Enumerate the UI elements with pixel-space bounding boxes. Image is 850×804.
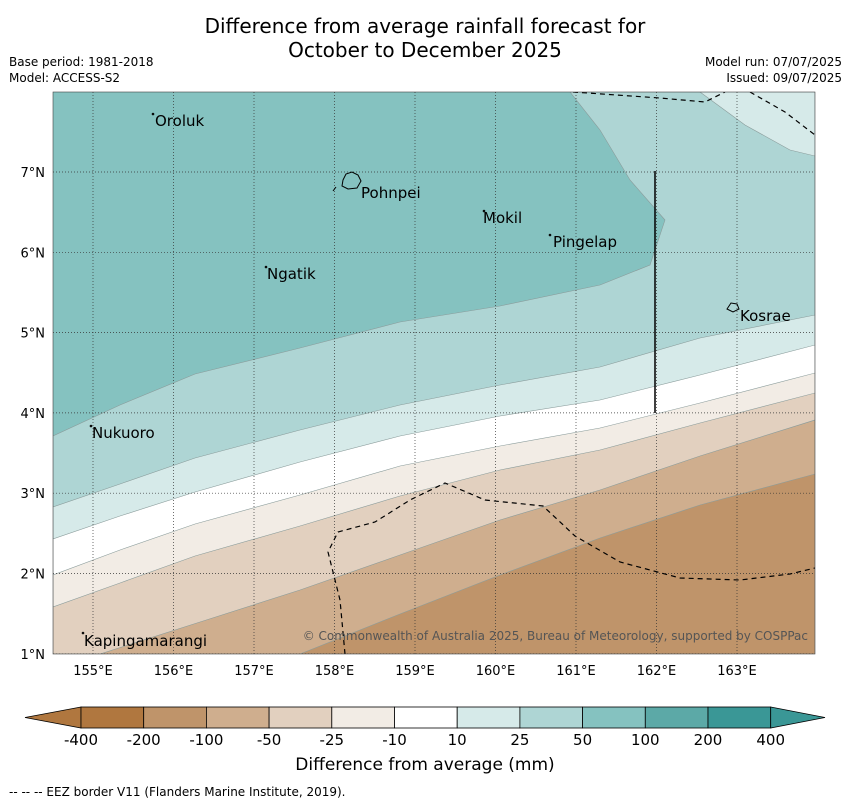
colorbar-tick-label: 25 xyxy=(510,731,529,749)
colorbar-segment xyxy=(268,706,333,729)
label-kapingamarangi: Kapingamarangi xyxy=(84,632,207,650)
colorbar-segment xyxy=(582,706,646,729)
eez-note: -- -- -- EEZ border V11 (Flanders Marine… xyxy=(9,785,346,799)
ant-atoll xyxy=(332,186,337,192)
colorbar-tick-label: 100 xyxy=(631,731,660,749)
label-nukuoro: Nukuoro xyxy=(92,424,155,442)
colorbar-left-arrow xyxy=(24,706,82,729)
label-oroluk: Oroluk xyxy=(155,112,204,130)
longitude-tick-label: 160°E xyxy=(476,664,516,679)
model-run: Model run: 07/07/2025 xyxy=(704,55,842,69)
colorbar-tick-label: -100 xyxy=(189,731,223,749)
kosrae-island xyxy=(726,302,740,313)
meta-left: Base period: 1981-2018 Model: ACCESS-S2 xyxy=(9,54,154,86)
colorbar-segment xyxy=(394,706,458,729)
longitude-tick-label: 162°E xyxy=(637,664,677,679)
pohnpei-island xyxy=(341,171,362,190)
issued-date: Issued: 09/07/2025 xyxy=(726,71,842,85)
latitude-tick-label: 2°N xyxy=(21,568,46,583)
mokil-atoll xyxy=(482,209,486,213)
longitude-tick-label: 157°E xyxy=(234,664,274,679)
colorbar-right-arrow xyxy=(770,706,826,729)
latitude-labels: 7°N 6°N 5°N 4°N 3°N 2°N 1°N xyxy=(21,166,46,663)
colorbar-segment xyxy=(644,706,709,729)
latitude-tick-label: 4°N xyxy=(21,407,46,422)
latitude-tick-label: 5°N xyxy=(21,327,46,342)
longitude-tick-label: 163°E xyxy=(717,664,757,679)
label-kosrae: Kosrae xyxy=(740,307,791,325)
model-name: Model: ACCESS-S2 xyxy=(9,71,121,85)
colorbar-segment xyxy=(456,706,521,729)
colorbar-tick-label: -200 xyxy=(127,731,161,749)
colorbar-segment xyxy=(519,706,584,729)
latitude-tick-label: 7°N xyxy=(21,166,46,181)
map-title: Difference from average rainfall forecas… xyxy=(0,14,850,62)
band-top-right-10-25 xyxy=(699,92,815,157)
colorbar-tick-label: -400 xyxy=(64,731,98,749)
title-line-1: Difference from average rainfall forecas… xyxy=(204,14,646,38)
colorbar-tick-label: -25 xyxy=(320,731,345,749)
eez-border-northeast xyxy=(749,92,815,136)
colorbar-segment xyxy=(205,706,270,729)
pingelap-atoll xyxy=(548,233,552,237)
kapingamarangi-atoll xyxy=(81,631,85,635)
eez-borders xyxy=(327,92,815,654)
place-labels: Oroluk Pohnpei Mokil Pingelap Ngatik Kos… xyxy=(84,112,791,650)
label-pingelap: Pingelap xyxy=(553,233,617,251)
colorbar xyxy=(24,706,826,729)
colorbar-segment xyxy=(143,706,207,729)
longitude-labels: 155°E 156°E 157°E 158°E 159°E 160°E 161°E 162°E… xyxy=(73,664,757,679)
longitude-tick-label: 155°E xyxy=(73,664,113,679)
oroluk-atoll xyxy=(151,112,155,116)
islands xyxy=(81,112,740,635)
colorbar-tick-label: -10 xyxy=(382,731,407,749)
colorbar-segment xyxy=(707,706,772,729)
colorbar-tick-label: 400 xyxy=(756,731,785,749)
colorbar-label: Difference from average (mm) xyxy=(295,755,555,775)
nukuoro-atoll xyxy=(89,424,93,428)
label-mokil: Mokil xyxy=(483,209,522,227)
colorbar-tick-label: 50 xyxy=(573,731,592,749)
colorbar-segment xyxy=(331,706,395,729)
base-period: Base period: 1981-2018 xyxy=(9,55,154,69)
latitude-tick-label: 1°N xyxy=(21,648,46,663)
copyright-note: © Commonwealth of Australia 2025, Bureau… xyxy=(303,629,808,643)
longitude-tick-label: 156°E xyxy=(154,664,194,679)
eez-border-south xyxy=(327,482,815,654)
map-frame xyxy=(52,91,816,655)
longitude-tick-label: 161°E xyxy=(556,664,596,679)
rainfall-bands xyxy=(53,92,815,654)
colorbar-tick-labels: -400 -200 -100 -50 -25 -10 10 25 50 100 200 400 xyxy=(64,731,785,749)
label-pohnpei: Pohnpei xyxy=(361,184,421,202)
band-neg200-neg100 xyxy=(299,473,815,654)
colorbar-tick-label: 10 xyxy=(448,731,467,749)
latitude-tick-label: 6°N xyxy=(21,246,46,261)
title-line-2: October to December 2025 xyxy=(288,38,562,62)
colorbar-segment xyxy=(80,706,145,729)
latitude-tick-label: 3°N xyxy=(21,487,46,502)
eez-border-north xyxy=(572,92,726,103)
colorbar-tick-label: -50 xyxy=(257,731,282,749)
map-figure: Oroluk Pohnpei Mokil Pingelap Ngatik Kos… xyxy=(21,91,826,749)
label-ngatik: Ngatik xyxy=(267,265,316,283)
ngatik-atoll xyxy=(264,265,268,269)
colorbar-tick-label: 200 xyxy=(694,731,723,749)
longitude-tick-label: 159°E xyxy=(395,664,435,679)
meta-right: Model run: 07/07/2025 Issued: 09/07/2025 xyxy=(705,54,842,86)
longitude-tick-label: 158°E xyxy=(315,664,355,679)
